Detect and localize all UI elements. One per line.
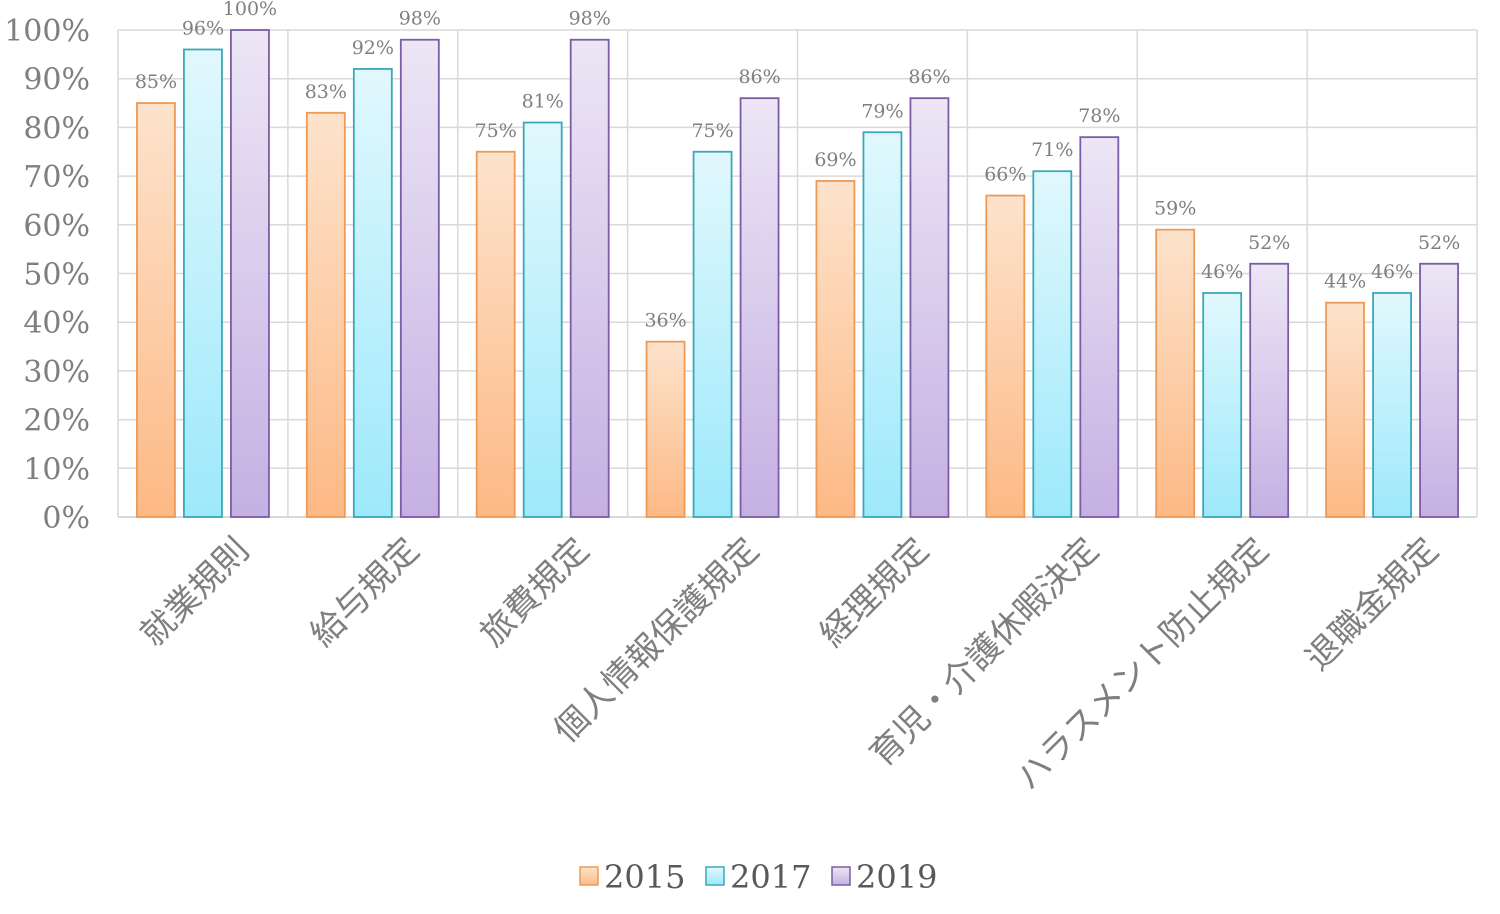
data-label: 79% bbox=[861, 100, 903, 122]
data-label: 75% bbox=[691, 120, 733, 142]
data-label: 81% bbox=[522, 91, 564, 113]
bar-2019 bbox=[399, 38, 440, 518]
y-axis-ticks: 0% 10% 20% 30% 40% 50% 60% 70% 80% 90% 100% bbox=[4, 14, 90, 536]
x-tick-label: 経理規定 bbox=[812, 530, 936, 654]
data-label: 78% bbox=[1078, 105, 1120, 127]
data-label: 86% bbox=[738, 66, 780, 88]
data-label: 71% bbox=[1031, 139, 1073, 161]
x-tick-label: 退職金規定 bbox=[1298, 530, 1446, 678]
legend-label: 2017 bbox=[730, 858, 811, 896]
data-label: 66% bbox=[984, 164, 1026, 186]
data-label: 52% bbox=[1418, 232, 1460, 254]
bars bbox=[136, 29, 1459, 518]
data-label: 83% bbox=[305, 81, 347, 103]
x-tick-label: 就業規則 bbox=[133, 530, 257, 654]
data-label: 100% bbox=[223, 0, 277, 20]
bar-2017 bbox=[522, 121, 563, 518]
legend: 2015 2017 2019 bbox=[579, 858, 937, 896]
data-labels: 85%96%100%83%92%98%75%81%98%36%75%86%69%… bbox=[135, 0, 1460, 332]
bar-2019 bbox=[569, 38, 610, 518]
bar-2019 bbox=[230, 29, 270, 518]
bar-2015 bbox=[985, 194, 1026, 518]
data-label: 98% bbox=[569, 8, 611, 30]
data-label: 59% bbox=[1154, 198, 1196, 220]
legend-label: 2015 bbox=[604, 858, 685, 896]
y-tick-label: 10% bbox=[23, 452, 90, 487]
y-tick-label: 90% bbox=[23, 63, 90, 98]
data-label: 52% bbox=[1248, 232, 1290, 254]
data-label: 85% bbox=[135, 71, 177, 93]
data-label: 46% bbox=[1371, 261, 1413, 283]
data-label: 92% bbox=[352, 37, 394, 59]
bar-2019 bbox=[909, 97, 950, 518]
bar-2015 bbox=[815, 180, 856, 518]
bar-2019 bbox=[1249, 262, 1290, 518]
legend-swatch-2015 bbox=[579, 866, 599, 886]
bar-2015 bbox=[475, 150, 516, 518]
bar-2017 bbox=[352, 68, 393, 518]
data-label: 44% bbox=[1324, 271, 1366, 293]
legend-swatch-2017 bbox=[705, 866, 725, 886]
bar-2019 bbox=[1079, 136, 1120, 518]
y-tick-label: 80% bbox=[23, 111, 90, 146]
y-tick-label: 20% bbox=[23, 404, 90, 439]
y-tick-label: 0% bbox=[42, 501, 90, 536]
y-tick-label: 50% bbox=[23, 258, 90, 293]
bar-2015 bbox=[1325, 301, 1365, 518]
bar-2017 bbox=[862, 131, 903, 518]
y-tick-label: 40% bbox=[23, 306, 90, 341]
y-tick-label: 60% bbox=[23, 209, 90, 244]
bar-2015 bbox=[305, 111, 346, 518]
bar-2017 bbox=[1372, 292, 1412, 518]
bar-2015 bbox=[1155, 228, 1196, 518]
y-tick-label: 100% bbox=[4, 14, 90, 49]
bar-2017 bbox=[183, 48, 223, 518]
bar-2015 bbox=[645, 340, 686, 518]
data-label: 36% bbox=[644, 310, 686, 332]
bar-2017 bbox=[692, 150, 733, 518]
y-tick-label: 30% bbox=[23, 355, 90, 390]
bar-2015 bbox=[136, 102, 176, 518]
legend-label: 2019 bbox=[856, 858, 937, 896]
x-tick-label: 給与規定 bbox=[303, 530, 427, 654]
data-label: 98% bbox=[399, 8, 441, 30]
data-label: 86% bbox=[908, 66, 950, 88]
data-label: 69% bbox=[814, 149, 856, 171]
data-label: 96% bbox=[182, 17, 224, 39]
bar-2019 bbox=[739, 97, 780, 518]
y-tick-label: 70% bbox=[23, 160, 90, 195]
bar-2019 bbox=[1419, 262, 1459, 518]
bar-2017 bbox=[1202, 292, 1243, 518]
data-label: 46% bbox=[1201, 261, 1243, 283]
bar-2017 bbox=[1032, 170, 1073, 518]
data-label: 75% bbox=[475, 120, 517, 142]
x-tick-label: 旅費規定 bbox=[473, 530, 597, 654]
legend-swatch-2019 bbox=[831, 866, 851, 886]
